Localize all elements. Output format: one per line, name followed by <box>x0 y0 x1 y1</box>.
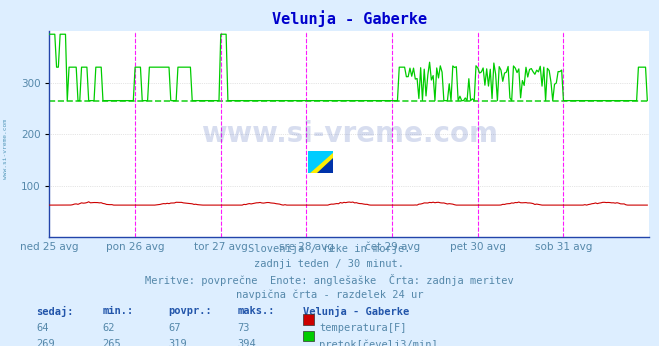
Text: 67: 67 <box>168 323 181 333</box>
Text: 62: 62 <box>102 323 115 333</box>
Polygon shape <box>308 151 333 173</box>
Title: Velunja - Gaberke: Velunja - Gaberke <box>272 10 427 27</box>
Text: 269: 269 <box>36 339 55 346</box>
Text: 319: 319 <box>168 339 186 346</box>
Text: zadnji teden / 30 minut.: zadnji teden / 30 minut. <box>254 259 405 269</box>
Polygon shape <box>308 151 333 173</box>
Text: Meritve: povprečne  Enote: anglešaške  Črta: zadnja meritev: Meritve: povprečne Enote: anglešaške Črt… <box>145 274 514 286</box>
Text: 394: 394 <box>237 339 256 346</box>
Polygon shape <box>317 158 333 173</box>
Text: min.:: min.: <box>102 306 133 316</box>
Text: povpr.:: povpr.: <box>168 306 212 316</box>
Text: Slovenija / reke in morje.: Slovenija / reke in morje. <box>248 244 411 254</box>
Text: pretok[čevelj3/min]: pretok[čevelj3/min] <box>319 339 438 346</box>
Text: navpična črta - razdelek 24 ur: navpična črta - razdelek 24 ur <box>236 290 423 300</box>
Text: Velunja - Gaberke: Velunja - Gaberke <box>303 306 409 317</box>
Text: temperatura[F]: temperatura[F] <box>319 323 407 333</box>
Text: 265: 265 <box>102 339 121 346</box>
Text: sedaj:: sedaj: <box>36 306 74 317</box>
Text: maks.:: maks.: <box>237 306 275 316</box>
Text: www.si-vreme.com: www.si-vreme.com <box>3 119 8 179</box>
Text: 73: 73 <box>237 323 250 333</box>
Text: 64: 64 <box>36 323 49 333</box>
Text: www.si-vreme.com: www.si-vreme.com <box>201 120 498 148</box>
